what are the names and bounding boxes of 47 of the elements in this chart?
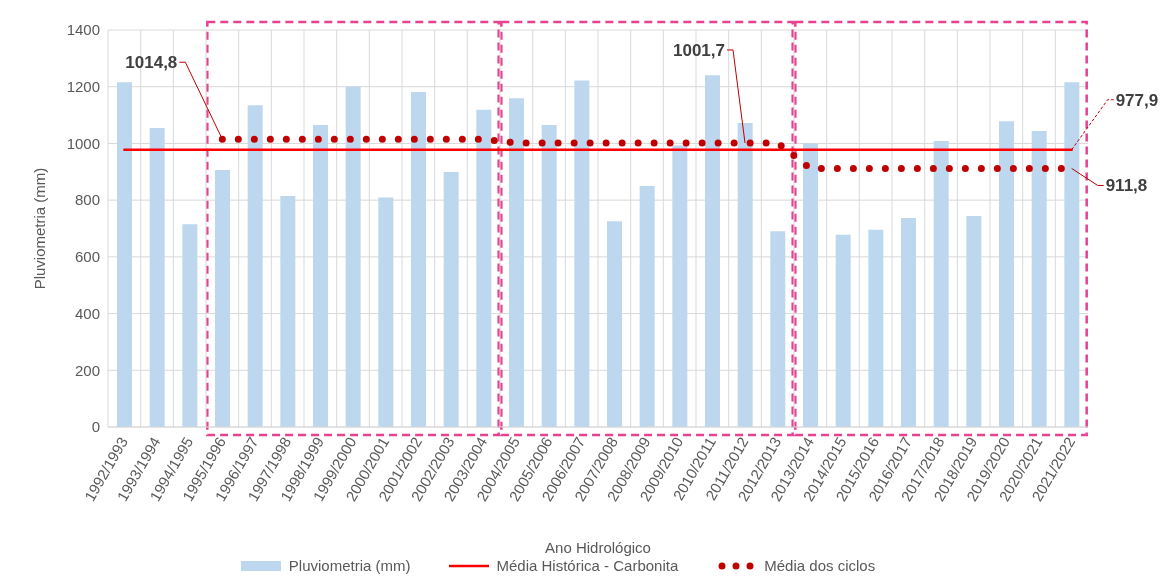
y-tick-label: 800: [74, 191, 100, 209]
legend-label: Média dos ciclos: [764, 557, 876, 574]
bar: [574, 80, 590, 427]
bar: [443, 172, 459, 427]
bar: [607, 221, 622, 427]
y-tick-label: 1400: [66, 21, 100, 39]
y-tick-label: 400: [74, 304, 100, 322]
bar: [966, 216, 982, 427]
y-tick-label: 0: [91, 418, 100, 436]
bar: [215, 170, 230, 427]
annotation: 911,8: [1105, 176, 1148, 196]
bar: [117, 82, 132, 427]
y-axis-title: Pluviometria (mm): [31, 167, 49, 290]
bar: [737, 123, 753, 427]
bar: [345, 86, 361, 427]
bar: [541, 125, 557, 427]
bar: [280, 195, 296, 427]
bar: [411, 92, 426, 427]
bar: [378, 197, 394, 427]
bar: [901, 218, 916, 427]
bar: [1064, 82, 1080, 427]
bar: [149, 128, 165, 427]
bar: [933, 140, 949, 427]
bar: [672, 145, 688, 427]
x-axis-title: Ano Hidrológico: [545, 539, 651, 556]
y-tick-label: 1200: [66, 78, 100, 96]
bar: [705, 75, 720, 427]
annotation: 1014,8: [125, 53, 178, 73]
y-tick-label: 600: [74, 248, 100, 266]
bar: [476, 109, 492, 427]
bar: [182, 224, 198, 427]
bar: [247, 105, 263, 427]
bar: [1031, 130, 1047, 427]
bar: [868, 229, 884, 427]
y-tick-label: 1000: [66, 134, 100, 152]
bar: [313, 125, 328, 427]
legend-label: Pluviometria (mm): [288, 557, 411, 574]
bar: [509, 98, 524, 427]
bar: [803, 143, 818, 427]
bar: [999, 121, 1014, 427]
y-tick-label: 200: [74, 361, 100, 379]
bar: [835, 234, 851, 427]
annotation: 977,9: [1115, 90, 1159, 110]
annotation: 1001,7: [673, 40, 725, 60]
bar: [639, 185, 655, 427]
legend-label: Média Histórica - Carbonita: [496, 557, 679, 574]
bar: [770, 231, 786, 427]
